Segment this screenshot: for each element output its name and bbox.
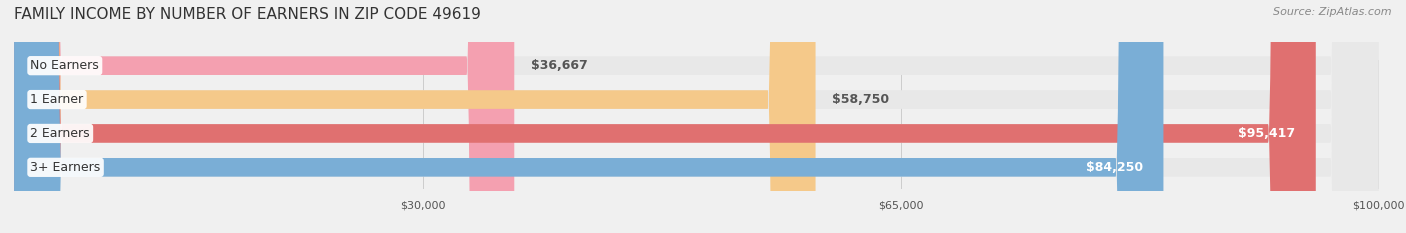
- FancyBboxPatch shape: [14, 0, 815, 233]
- Text: $58,750: $58,750: [832, 93, 889, 106]
- FancyBboxPatch shape: [14, 0, 1378, 233]
- Text: Source: ZipAtlas.com: Source: ZipAtlas.com: [1274, 7, 1392, 17]
- Text: 2 Earners: 2 Earners: [31, 127, 90, 140]
- Text: No Earners: No Earners: [31, 59, 100, 72]
- FancyBboxPatch shape: [14, 0, 1316, 233]
- FancyBboxPatch shape: [14, 0, 1378, 233]
- FancyBboxPatch shape: [14, 0, 1163, 233]
- Text: FAMILY INCOME BY NUMBER OF EARNERS IN ZIP CODE 49619: FAMILY INCOME BY NUMBER OF EARNERS IN ZI…: [14, 7, 481, 22]
- Text: 1 Earner: 1 Earner: [31, 93, 83, 106]
- Text: 3+ Earners: 3+ Earners: [31, 161, 101, 174]
- FancyBboxPatch shape: [14, 0, 1378, 233]
- Text: $95,417: $95,417: [1239, 127, 1295, 140]
- Text: $84,250: $84,250: [1085, 161, 1143, 174]
- FancyBboxPatch shape: [14, 0, 515, 233]
- Text: $36,667: $36,667: [530, 59, 588, 72]
- FancyBboxPatch shape: [14, 0, 1378, 233]
